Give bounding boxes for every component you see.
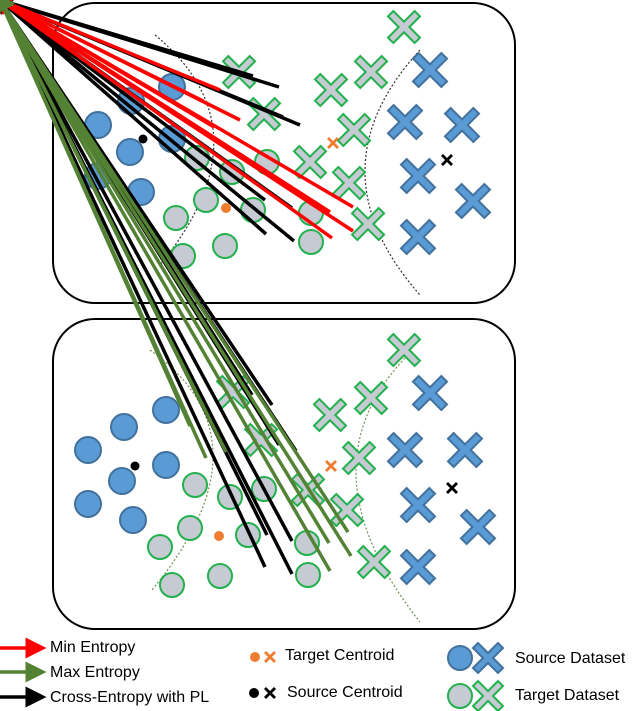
legend-min-entropy: Min Entropy <box>50 639 136 656</box>
cross-entropy-arrow <box>0 0 294 542</box>
target-sample-cross <box>386 9 422 45</box>
target-centroid-cross <box>325 460 337 472</box>
source-sample-cross <box>386 103 424 141</box>
source-sample-cross <box>399 218 437 256</box>
source-sample-cross <box>399 548 437 586</box>
cross-entropy-arrow <box>0 0 296 243</box>
source-sample-cross <box>454 182 492 220</box>
target-sample-cross <box>329 492 365 528</box>
target-sample-circle <box>182 472 208 498</box>
max-entropy-arrow <box>0 0 228 453</box>
source-sample-cross <box>411 374 449 412</box>
source-sample-circle <box>74 436 102 464</box>
source-sample-circle <box>108 467 136 495</box>
target-centroid-circle <box>214 531 224 541</box>
legend-target-dataset-circle <box>447 683 473 709</box>
source-sample-circle <box>110 413 138 441</box>
legend-target-dataset-cross <box>471 679 505 711</box>
min-entropy-arrow <box>0 0 354 233</box>
max-entropy-arrow <box>0 0 331 544</box>
panel-bottom <box>52 318 516 630</box>
legend-source-dataset-cross <box>471 641 505 675</box>
target-sample-cross <box>292 144 328 180</box>
source-sample-circle <box>74 490 102 518</box>
min-entropy-arrow <box>0 0 241 122</box>
legend-source-centroid-cross <box>264 687 276 699</box>
target-sample-cross <box>313 72 349 108</box>
source-sample-cross <box>399 157 437 195</box>
target-sample-cross <box>353 54 389 90</box>
target-sample-cross <box>341 440 377 476</box>
source-centroid-circle <box>138 134 148 144</box>
cross-entropy-arrow <box>0 0 280 89</box>
target-sample-circle <box>159 572 185 598</box>
max-entropy-arrow <box>0 0 353 557</box>
cross-entropy-arrow <box>0 0 268 236</box>
target-sample-circle <box>147 534 173 560</box>
source-sample-cross <box>459 508 497 546</box>
source-centroid-circle <box>130 461 140 471</box>
source-sample-circle <box>116 138 144 166</box>
source-sample-cross <box>399 486 437 524</box>
legend-cross-entropy: Cross-Entropy with PL <box>50 689 210 706</box>
legend-target-centroid-cross <box>264 651 276 663</box>
target-sample-cross <box>312 397 348 433</box>
source-centroid-cross <box>441 154 453 166</box>
legend-target-dataset: Target Dataset <box>515 687 620 704</box>
min-entropy-arrow <box>0 0 334 240</box>
source-sample-cross <box>443 106 481 144</box>
target-centroid-circle <box>221 203 231 213</box>
target-sample-cross <box>350 206 386 242</box>
min-entropy-arrow <box>0 0 221 92</box>
legend-source-dataset: Source Dataset <box>515 650 626 667</box>
target-sample-circle <box>207 563 233 589</box>
legend-max-entropy: Max Entropy <box>50 664 140 681</box>
max-entropy-arrow <box>0 0 208 459</box>
source-sample-circle <box>152 396 180 424</box>
max-entropy-arrow <box>0 0 332 572</box>
target-sample-circle <box>212 233 238 259</box>
source-sample-cross <box>386 431 424 469</box>
target-sample-circle <box>163 205 189 231</box>
panel-top <box>52 2 516 304</box>
target-sample-circle <box>177 515 203 541</box>
target-sample-cross <box>386 332 422 368</box>
target-sample-cross <box>353 380 389 416</box>
legend-target-centroid-circle <box>250 652 260 662</box>
target-sample-circle <box>193 187 219 213</box>
source-centroid-cross <box>446 482 458 494</box>
legend-source-centroid: Source Centroid <box>287 684 403 701</box>
target-sample-cross <box>356 544 392 580</box>
target-centroid-cross <box>327 137 339 149</box>
target-sample-circle <box>298 229 324 255</box>
min-entropy-arrow <box>0 0 354 209</box>
target-sample-cross <box>331 165 367 201</box>
legend-target-centroid: Target Centroid <box>285 647 395 664</box>
target-sample-circle <box>295 562 321 588</box>
legend-source-dataset-circle <box>447 645 473 671</box>
decision-boundary-left <box>149 349 214 591</box>
source-sample-circle <box>152 451 180 479</box>
source-sample-cross <box>411 51 449 89</box>
target-sample-cross <box>336 112 372 148</box>
source-sample-circle <box>119 506 147 534</box>
legend-source-centroid-circle <box>249 688 259 698</box>
source-sample-cross <box>446 431 484 469</box>
